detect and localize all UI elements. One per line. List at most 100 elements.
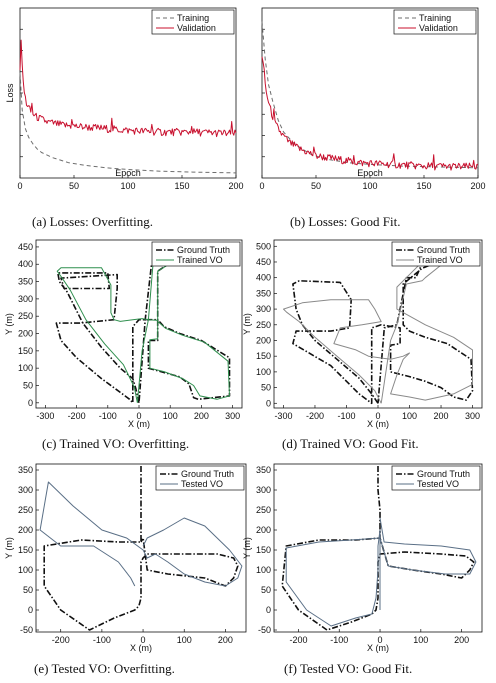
x-tick-label: 200 bbox=[228, 181, 243, 191]
x-tick-label: 100 bbox=[402, 411, 417, 421]
y-tick-label: 150 bbox=[18, 346, 33, 356]
y-tick-label: 350 bbox=[256, 288, 271, 298]
x-tick-label: -100 bbox=[337, 411, 355, 421]
x-tick-label: 0 bbox=[375, 411, 380, 421]
x-tick-label: 0 bbox=[259, 181, 264, 191]
y-tick-label: -50 bbox=[20, 625, 33, 635]
y-tick-label: 250 bbox=[18, 311, 33, 321]
chart-d: -300 -200 -100 0 100 200 300 0 50 100 150 200 250 300… bbox=[242, 239, 483, 451]
x-tick-label: -200 bbox=[52, 635, 70, 645]
x-axis-label: X (m) bbox=[367, 643, 389, 653]
x-tick-label: 300 bbox=[465, 411, 480, 421]
series-line-validation bbox=[19, 39, 237, 138]
x-tick-label: 100 bbox=[163, 411, 178, 421]
x-tick-label: 0 bbox=[141, 635, 146, 645]
y-tick-label: 100 bbox=[18, 363, 33, 373]
figure-caption: (f) Tested VO: Good Fit. bbox=[284, 661, 412, 676]
x-tick-label: 300 bbox=[225, 411, 240, 421]
y-tick-label: 300 bbox=[18, 294, 33, 304]
legend-box bbox=[393, 9, 477, 35]
y-tick-label: 50 bbox=[261, 383, 271, 393]
y-tick-label: 0 bbox=[266, 605, 271, 615]
y-tick-label: 200 bbox=[18, 525, 33, 535]
legend-label: Training bbox=[177, 13, 209, 23]
x-tick-label: -200 bbox=[306, 411, 324, 421]
y-tick-label: 500 bbox=[256, 241, 271, 251]
y-axis-label: Y (m) bbox=[4, 313, 14, 335]
y-tick-label: 400 bbox=[18, 259, 33, 269]
x-tick-label: 0 bbox=[378, 635, 383, 645]
y-axis-label: Loss bbox=[5, 83, 15, 103]
legend-label: Ground Truth bbox=[181, 469, 234, 479]
x-tick-label: -300 bbox=[36, 411, 54, 421]
y-tick-label: 0 bbox=[266, 398, 271, 408]
series-line-trained-vo bbox=[283, 255, 473, 404]
y-tick-label: 50 bbox=[261, 585, 271, 595]
legend-label: Ground Truth bbox=[177, 245, 230, 255]
y-tick-label: 350 bbox=[18, 277, 33, 287]
figure-caption: (b) Losses: Good Fit. bbox=[290, 214, 401, 229]
series-line-ground-truth bbox=[292, 262, 474, 405]
x-tick-label: 200 bbox=[454, 635, 469, 645]
x-axis-label: Epoch bbox=[357, 168, 383, 178]
y-axis-label: Y (m) bbox=[242, 537, 252, 559]
x-tick-label: 100 bbox=[362, 181, 377, 191]
legend-box bbox=[391, 241, 481, 267]
x-tick-label: -100 bbox=[99, 411, 117, 421]
plot-frame bbox=[35, 463, 247, 633]
y-tick-label: 450 bbox=[256, 257, 271, 267]
y-tick-label: 350 bbox=[18, 465, 33, 475]
series-line-validation bbox=[261, 56, 479, 171]
y-tick-label: 300 bbox=[18, 485, 33, 495]
x-tick-label: -100 bbox=[330, 635, 348, 645]
x-tick-label: -100 bbox=[93, 635, 111, 645]
legend-label: Training bbox=[419, 13, 451, 23]
x-tick-label: 150 bbox=[416, 181, 431, 191]
y-axis-label: Y (m) bbox=[242, 313, 252, 335]
y-tick-label: 200 bbox=[256, 335, 271, 345]
x-tick-label: -200 bbox=[289, 635, 307, 645]
y-tick-label: 200 bbox=[18, 329, 33, 339]
x-axis-label: Epoch bbox=[115, 168, 141, 178]
x-tick-label: 200 bbox=[470, 181, 485, 191]
legend-label: Tested VO bbox=[181, 479, 223, 489]
series-line-ground-truth bbox=[55, 249, 231, 404]
x-tick-label: 100 bbox=[177, 635, 192, 645]
legend-box bbox=[151, 9, 235, 35]
figure-caption: (a) Losses: Overfitting. bbox=[32, 214, 153, 229]
legend-label: Validation bbox=[419, 23, 458, 33]
legend-label: Trained VO bbox=[417, 255, 463, 265]
x-tick-label: 100 bbox=[120, 181, 135, 191]
y-tick-label: 250 bbox=[256, 505, 271, 515]
x-tick-label: 200 bbox=[218, 635, 233, 645]
chart-f: -200 -100 0 100 200 -50 0 50 100 150 200 250 300 350 X… bbox=[242, 463, 483, 676]
legend-label: Trained VO bbox=[177, 255, 223, 265]
plot-frame bbox=[273, 463, 483, 633]
legend-label: Tested VO bbox=[417, 479, 459, 489]
legend-label: Validation bbox=[177, 23, 216, 33]
y-tick-label: 150 bbox=[18, 545, 33, 555]
x-tick-label: 0 bbox=[17, 181, 22, 191]
x-axis-label: X (m) bbox=[367, 419, 389, 429]
y-tick-label: 50 bbox=[23, 380, 33, 390]
y-tick-label: 250 bbox=[18, 505, 33, 515]
figure-caption: (c) Trained VO: Overfitting. bbox=[42, 436, 189, 451]
series-line-ground-truth bbox=[43, 466, 239, 631]
y-tick-label: 150 bbox=[256, 351, 271, 361]
y-axis-label: Y (m) bbox=[4, 537, 14, 559]
x-tick-label: -300 bbox=[274, 411, 292, 421]
y-tick-label: 0 bbox=[28, 398, 33, 408]
x-tick-label: 200 bbox=[194, 411, 209, 421]
chart-e: -200 -100 0 100 200 -50 0 50 100 150 200 250 300 350 X… bbox=[4, 463, 247, 676]
series-line-tested-vo bbox=[39, 481, 243, 587]
y-tick-label: 150 bbox=[256, 545, 271, 555]
series-line-trained-vo bbox=[56, 248, 230, 403]
y-tick-label: 250 bbox=[256, 320, 271, 330]
series-line-tested-vo bbox=[285, 517, 477, 627]
x-tick-label: 50 bbox=[69, 181, 79, 191]
y-tick-label: 300 bbox=[256, 304, 271, 314]
y-tick-label: 400 bbox=[256, 273, 271, 283]
y-tick-label: 200 bbox=[256, 525, 271, 535]
